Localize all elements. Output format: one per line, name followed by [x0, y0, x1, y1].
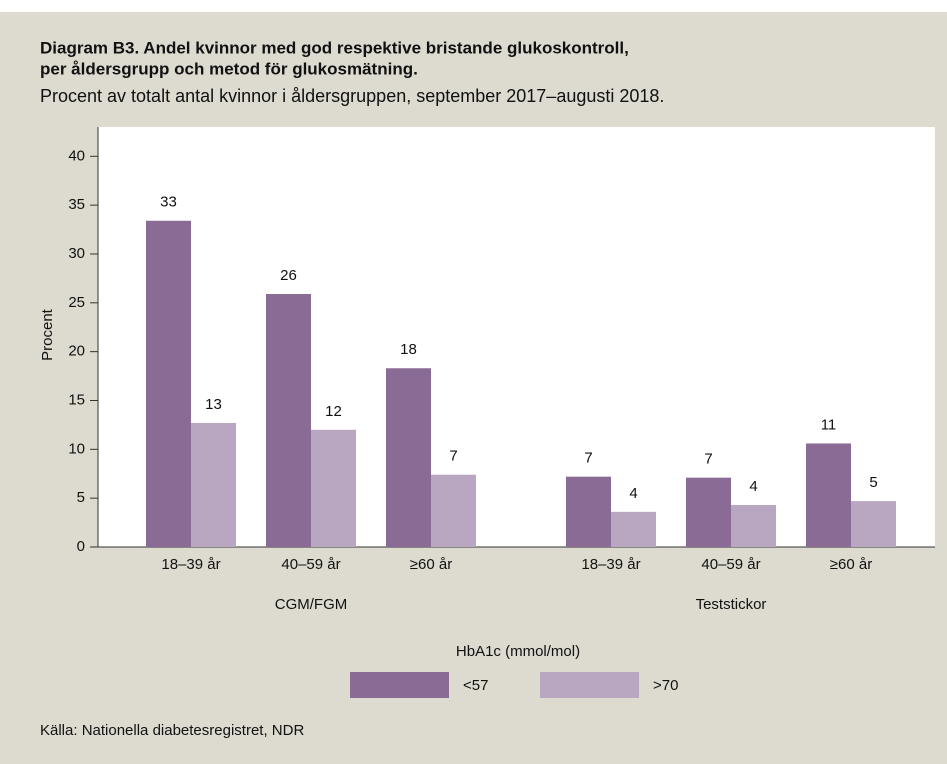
chart-subtitle: Procent av totalt antal kvinnor i ålders…: [40, 86, 664, 106]
bar: [731, 505, 776, 547]
data-label: 7: [704, 451, 712, 468]
legend-label: >70: [653, 677, 678, 694]
y-axis-label: Procent: [39, 308, 56, 361]
bar: [686, 477, 731, 547]
y-tick-label: 0: [77, 538, 85, 555]
x-tick-label: 18–39 år: [161, 556, 220, 573]
y-tick-label: 25: [68, 294, 85, 311]
legend-swatch: [350, 672, 449, 698]
legend-title: HbA1c (mmol/mol): [456, 643, 580, 660]
legend-label: <57: [463, 677, 488, 694]
bar: [566, 476, 611, 547]
bar: [266, 294, 311, 547]
chart-title: per åldersgrupp och metod för glukosmätn…: [40, 59, 418, 78]
bar: [386, 368, 431, 547]
data-label: 11: [821, 416, 837, 433]
data-label: 7: [584, 450, 592, 467]
source: Källa: Nationella diabetesregistret, NDR: [40, 722, 304, 739]
data-label: 7: [449, 448, 457, 465]
bar: [311, 429, 356, 547]
bar: [191, 422, 236, 547]
bar: [146, 220, 191, 547]
data-label: 33: [160, 194, 177, 211]
group-label: Teststickor: [696, 596, 767, 613]
legend-swatch: [540, 672, 639, 698]
x-tick-label: ≥60 år: [410, 556, 452, 573]
data-label: 12: [325, 403, 342, 420]
bar: [806, 443, 851, 547]
y-tick-label: 15: [68, 391, 85, 408]
x-tick-label: ≥60 år: [830, 556, 872, 573]
y-tick-label: 40: [68, 147, 85, 164]
bar: [851, 501, 896, 547]
data-label: 4: [749, 478, 757, 495]
data-label: 13: [205, 396, 222, 413]
bar: [611, 511, 656, 547]
data-label: 18: [400, 341, 417, 358]
plot-area: [98, 127, 935, 547]
y-tick-label: 35: [68, 196, 85, 213]
data-label: 26: [280, 267, 297, 284]
y-tick-label: 30: [68, 245, 85, 262]
group-label: CGM/FGM: [275, 596, 348, 613]
bar: [431, 474, 476, 547]
chart-title: Diagram B3. Andel kvinnor med god respek…: [40, 38, 629, 57]
y-tick-label: 5: [77, 489, 85, 506]
x-tick-label: 40–59 år: [281, 556, 340, 573]
x-tick-label: 40–59 år: [701, 556, 760, 573]
x-tick-label: 18–39 år: [581, 556, 640, 573]
data-label: 4: [629, 485, 637, 502]
data-label: 5: [869, 474, 877, 491]
y-tick-label: 10: [68, 440, 85, 457]
y-tick-label: 20: [68, 343, 85, 360]
